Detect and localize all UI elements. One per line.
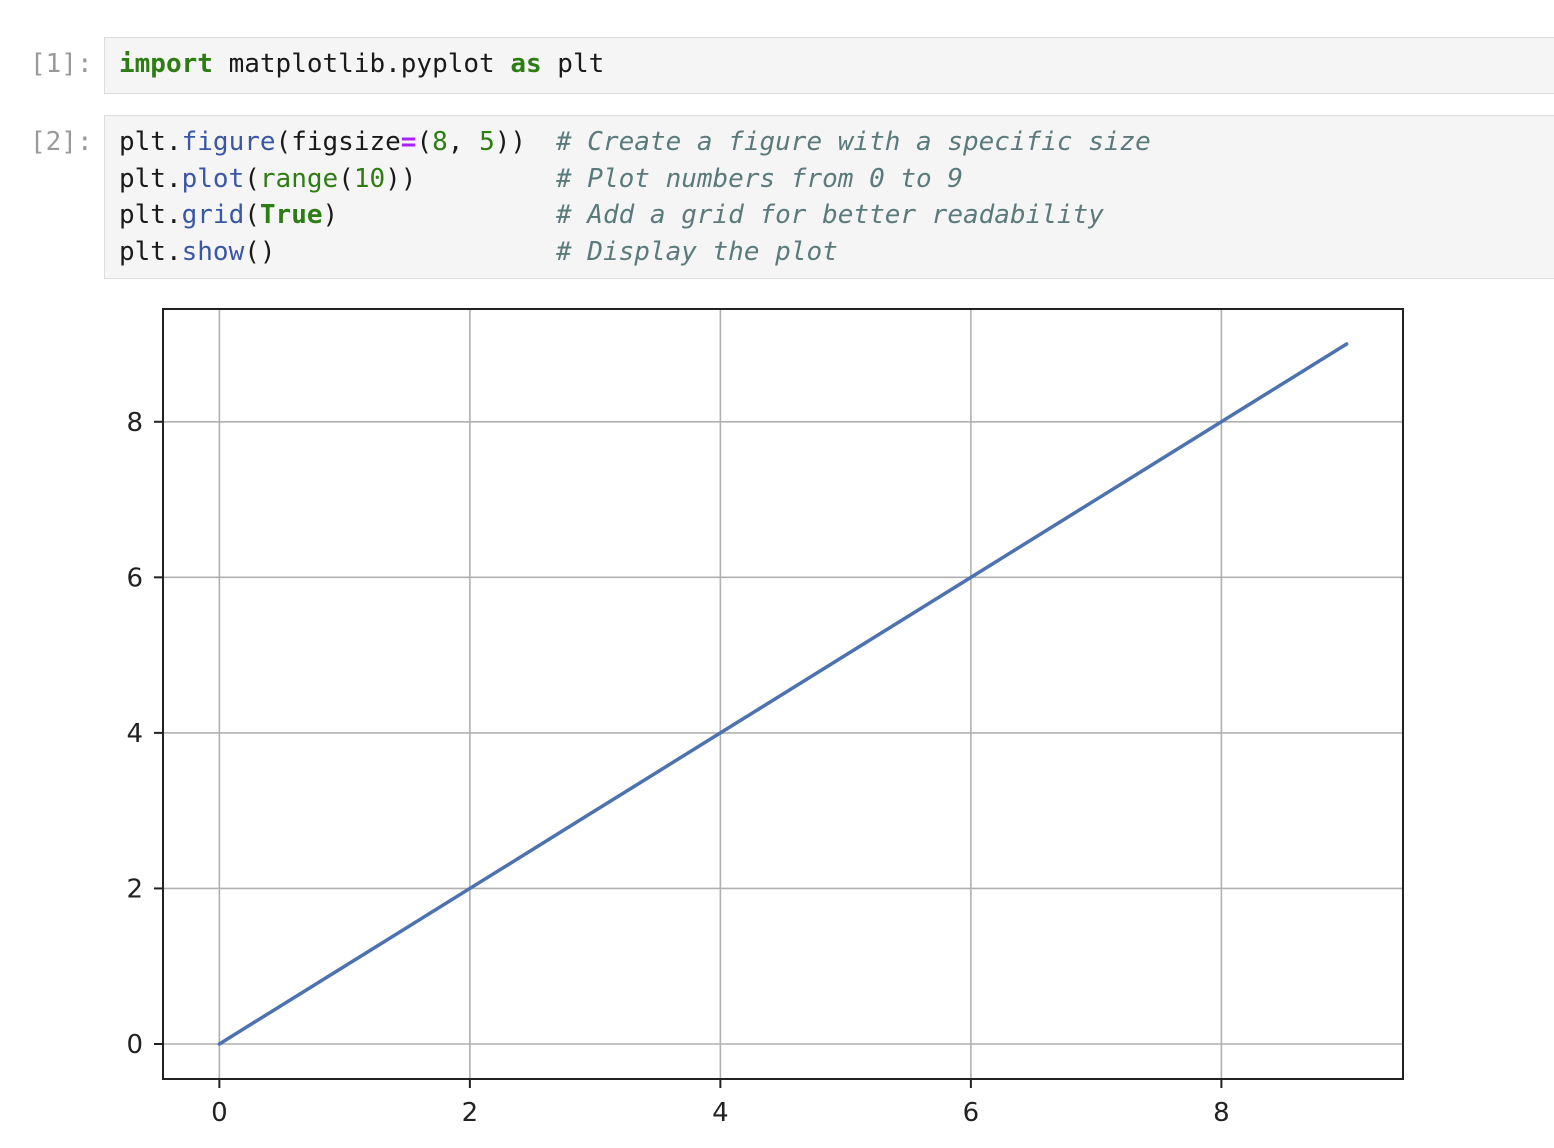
code-token: 10 [353,163,386,194]
cell-2-input[interactable]: plt.figure(figsize=(8, 5)) # Create a fig… [104,115,1554,279]
code-token: plt. [119,200,182,230]
y-tick-label: 6 [126,563,143,593]
code-token: plt. [119,163,182,194]
code-token: 8 [432,127,448,157]
code-token: ( [244,163,260,194]
code-line: plt.figure(figsize=(8, 5)) # Create a fig… [119,124,1151,161]
code-editor[interactable]: import matplotlib.pyplot as plt [119,46,604,83]
cell-1-input[interactable]: import matplotlib.pyplot as plt [104,37,1554,94]
x-tick-label: 4 [712,1098,729,1128]
x-tick-label: 6 [963,1098,980,1128]
cell-2-prompt: [2]: [30,127,93,157]
code-token: 5 [479,127,495,157]
code-token: plt [541,49,605,79]
x-tick-label: 2 [462,1098,479,1128]
code-line: plt.plot(range(10)) # Plot numbers from 0… [119,161,963,198]
code-token: () [244,236,276,267]
code-comment: # Plot numbers from 0 to 9 [556,163,963,194]
code-token: )) [385,163,417,194]
code-token: , [447,127,480,157]
x-tick-label: 0 [211,1098,228,1128]
code-token: import [119,49,213,79]
code-editor[interactable]: plt.figure(figsize=(8, 5)) # Create a fig… [119,124,1151,271]
code-token: plt. [119,236,182,267]
cell-1-prompt: [1]: [30,49,93,79]
code-token: plot [181,163,245,194]
code-token: grid [181,200,245,230]
code-token: plt. [119,127,182,157]
code-token: (figsize [275,127,401,157]
code-line: import matplotlib.pyplot as plt [119,46,604,83]
code-line: plt.show() # Display the plot [119,234,838,271]
code-token: = [400,127,417,157]
series-line [217,342,1349,1046]
code-token: )) [494,127,527,157]
x-tick-label: 8 [1213,1098,1230,1128]
y-tick-label: 0 [126,1030,143,1060]
y-tick-label: 8 [126,408,143,438]
code-token: matplotlib.pyplot [212,49,511,79]
code-token: as [510,49,542,79]
code-token: ( [338,163,354,194]
code-token: show [181,236,245,267]
plot-frame [162,308,1404,1080]
code-comment: # Display the plot [556,236,838,267]
code-line: plt.grid(True) # Add a grid for better re… [119,197,1104,234]
y-tick-label: 4 [126,719,143,749]
code-token: figure [181,127,276,157]
y-tick-label: 2 [126,874,143,904]
code-token: range [259,163,339,194]
code-token: ( [244,200,260,230]
code-token: True [259,200,323,230]
code-token: ( [416,127,433,157]
code-comment: # Add a grid for better readability [556,200,1104,230]
code-token: ) [322,200,339,230]
code-comment: # Create a figure with a specific size [556,127,1151,157]
